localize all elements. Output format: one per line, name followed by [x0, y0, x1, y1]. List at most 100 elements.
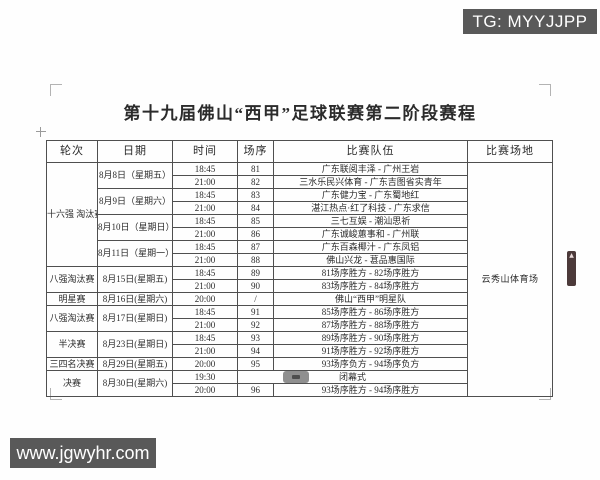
- date-cell: 8月10日（星期日）: [97, 214, 173, 241]
- teams-cell: 93场序胜方 - 94场序胜方: [273, 383, 468, 397]
- venue-cell: 云秀山体育场: [467, 162, 553, 397]
- time-cell: 21:00: [172, 344, 238, 358]
- round-cell: 决赛: [46, 370, 98, 397]
- matchno-cell: 96: [237, 383, 274, 397]
- matchno-cell: 82: [237, 175, 274, 189]
- watermark-website: www.jgwyhr.com: [10, 438, 156, 468]
- teams-cell: 81场序胜方 - 82场序胜方: [273, 266, 468, 280]
- matchno-cell: 83: [237, 188, 274, 202]
- scroll-down-button[interactable]: [283, 371, 309, 383]
- teams-cell: 湛江热点·红了科技 - 广东求信: [273, 201, 468, 215]
- time-cell: 18:45: [172, 266, 238, 280]
- time-cell: 21:00: [172, 318, 238, 332]
- matchno-cell: 89: [237, 266, 274, 280]
- date-cell: 8月9日（星期六）: [97, 188, 173, 215]
- round-cell: 十六强 淘汰赛: [46, 162, 98, 267]
- teams-cell: 83场序胜方 - 84场序胜方: [273, 279, 468, 293]
- header-time: 时间: [172, 140, 238, 163]
- round-cell: 八强淘汰赛: [46, 266, 98, 293]
- matchno-cell: 90: [237, 279, 274, 293]
- table-row: 20:00 96 93场序胜方 - 94场序胜方: [47, 383, 553, 397]
- scroll-down-icon: [292, 375, 300, 379]
- matchno-cell: 86: [237, 227, 274, 241]
- round-cell: 半决赛: [46, 331, 98, 358]
- matchno-cell: 95: [237, 357, 274, 371]
- table-row: 21:00 86 广东诚峻蕙事和 - 广州联: [47, 227, 553, 241]
- closing-ceremony-cell: 闭幕式: [237, 370, 468, 384]
- time-cell: 21:00: [172, 227, 238, 241]
- time-cell: 18:45: [172, 162, 238, 176]
- table-row: 决赛 8月30日(星期六) 19:30 闭幕式: [46, 370, 553, 397]
- date-cell: 8月11日（星期一）: [97, 240, 173, 267]
- date-cell: 8月17日(星期日): [97, 305, 173, 332]
- matchno-cell: 87: [237, 240, 274, 254]
- matchno-cell: /: [237, 292, 274, 306]
- matchno-cell: 93: [237, 331, 274, 345]
- teams-cell: 广东诚峻蕙事和 - 广州联: [273, 227, 468, 241]
- crop-mark-top-left: [50, 84, 62, 96]
- table-header-row: 轮次 日期 时间 场序 比赛队伍 比赛场地: [46, 140, 553, 163]
- table-row: 八强淘汰赛 8月15日(星期五) 18:45 89 81场序胜方 - 82场序胜…: [46, 266, 553, 293]
- table-row: 十六强 淘汰赛 8月8日（星期五） 18:45 81 广东联阅丰泽 - 广州王岩…: [46, 162, 553, 397]
- teams-cell: 佛山“西甲”明星队: [273, 292, 468, 306]
- time-cell: 20:00: [172, 357, 238, 371]
- time-cell: 18:45: [172, 331, 238, 345]
- teams-cell: 85场序胜方 - 86场序胜方: [273, 305, 468, 319]
- table-row: 八强淘汰赛 8月17日(星期日) 18:45 91 85场序胜方 - 86场序胜…: [46, 305, 553, 332]
- table-row: 8月9日（星期六） 18:45 83 广东健力宝 - 广东蜀地红: [47, 188, 553, 215]
- date-cell: 8月16日(星期六): [97, 292, 173, 306]
- header-venue: 比赛场地: [467, 140, 553, 163]
- time-cell: 18:45: [172, 240, 238, 254]
- time-cell: 21:00: [172, 253, 238, 267]
- time-cell: 19:30: [172, 370, 238, 384]
- header-date: 日期: [97, 140, 173, 163]
- time-cell: 21:00: [172, 279, 238, 293]
- time-cell: 21:00: [172, 175, 238, 189]
- date-cell: 8月23日(星期日): [97, 331, 173, 358]
- arrow-up-icon: ▲: [569, 252, 574, 259]
- date-cell: 8月15日(星期五): [97, 266, 173, 293]
- scrollbar-thumb[interactable]: ▲: [567, 251, 576, 286]
- teams-cell: 佛山兴龙 - 葚品惠国际: [273, 253, 468, 267]
- table-move-handle-icon[interactable]: [36, 127, 46, 137]
- teams-cell: 广东联阅丰泽 - 广州王岩: [273, 162, 468, 176]
- schedule-table: 轮次 日期 时间 场序 比赛队伍 比赛场地 十六强 淘汰赛 8月8日（星期五） …: [46, 140, 553, 397]
- round-cell: 明星赛: [46, 292, 98, 306]
- matchno-cell: 85: [237, 214, 274, 228]
- matchno-cell: 91: [237, 305, 274, 319]
- teams-cell: 广东百森椰汁 - 广东凤铝: [273, 240, 468, 254]
- round-cell: 三四名决赛: [46, 357, 98, 371]
- teams-cell: 广东健力宝 - 广东蜀地红: [273, 188, 468, 202]
- watermark-telegram: TG: MYYJJPP: [463, 9, 597, 34]
- header-teams: 比赛队伍: [273, 140, 468, 163]
- round-cell: 八强淘汰赛: [46, 305, 98, 332]
- header-match-no: 场序: [237, 140, 274, 163]
- matchno-cell: 94: [237, 344, 274, 358]
- time-cell: 20:00: [172, 292, 238, 306]
- teams-cell: 89场序胜方 - 90场序胜方: [273, 331, 468, 345]
- page-title: 第十九届佛山“西甲”足球联赛第二阶段赛程: [123, 104, 477, 123]
- date-cell: 8月29日(星期五): [97, 357, 173, 371]
- matchno-cell: 84: [237, 201, 274, 215]
- table-row: 8月11日（星期一） 18:45 87 广东百森椰汁 - 广东凤铝: [47, 240, 553, 267]
- time-cell: 21:00: [172, 201, 238, 215]
- matchno-cell: 88: [237, 253, 274, 267]
- teams-cell: 93场序负方 - 94场序负方: [273, 357, 468, 371]
- matchno-cell: 81: [237, 162, 274, 176]
- date-cell: 8月30日(星期六): [97, 370, 173, 397]
- time-cell: 18:45: [172, 305, 238, 319]
- teams-cell: 87场序胜方 - 88场序胜方: [273, 318, 468, 332]
- time-cell: 18:45: [172, 188, 238, 202]
- time-cell: 18:45: [172, 214, 238, 228]
- watermark-website-text: www.jgwyhr.com: [16, 442, 150, 463]
- date-cell: 8月8日（星期五）: [97, 162, 173, 189]
- time-cell: 20:00: [172, 383, 238, 397]
- crop-mark-top-right: [539, 84, 551, 96]
- watermark-telegram-text: TG: MYYJJPP: [472, 11, 588, 31]
- matchno-cell: 92: [237, 318, 274, 332]
- header-round: 轮次: [46, 140, 98, 163]
- teams-cell: 三水乐民兴体育 - 广东吉图省实青年: [273, 175, 468, 189]
- teams-cell: 三七互娱 - 潮汕思祈: [273, 214, 468, 228]
- teams-cell: 91场序胜方 - 92场序胜方: [273, 344, 468, 358]
